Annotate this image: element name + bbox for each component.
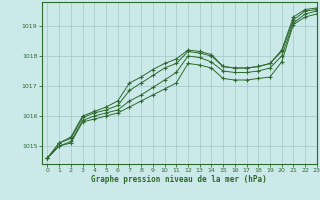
X-axis label: Graphe pression niveau de la mer (hPa): Graphe pression niveau de la mer (hPa) [91, 175, 267, 184]
